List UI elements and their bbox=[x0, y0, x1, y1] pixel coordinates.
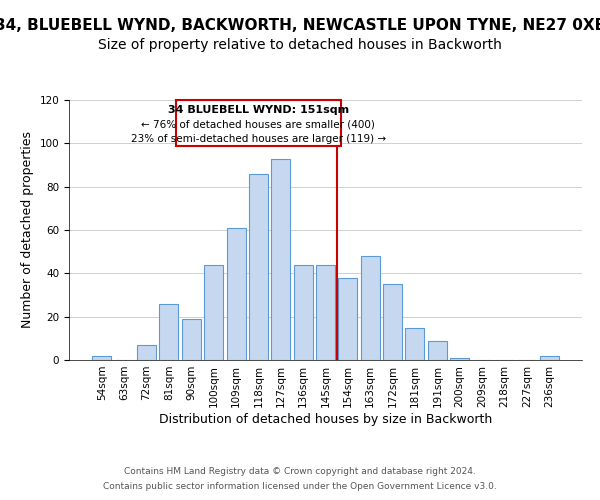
Bar bbox=[383, 284, 402, 360]
Text: ← 76% of detached houses are smaller (400): ← 76% of detached houses are smaller (40… bbox=[142, 120, 376, 130]
FancyBboxPatch shape bbox=[176, 100, 341, 146]
Bar bbox=[539, 356, 559, 360]
Bar bbox=[227, 228, 245, 360]
Bar bbox=[137, 345, 156, 360]
Bar bbox=[316, 264, 335, 360]
Bar bbox=[293, 264, 313, 360]
Bar bbox=[160, 304, 178, 360]
Bar bbox=[182, 319, 201, 360]
Bar bbox=[361, 256, 380, 360]
Bar bbox=[406, 328, 424, 360]
Text: 23% of semi-detached houses are larger (119) →: 23% of semi-detached houses are larger (… bbox=[131, 134, 386, 143]
Text: 34, BLUEBELL WYND, BACKWORTH, NEWCASTLE UPON TYNE, NE27 0XE: 34, BLUEBELL WYND, BACKWORTH, NEWCASTLE … bbox=[0, 18, 600, 32]
Bar bbox=[204, 264, 223, 360]
Bar bbox=[450, 358, 469, 360]
Y-axis label: Number of detached properties: Number of detached properties bbox=[21, 132, 34, 328]
Bar bbox=[271, 158, 290, 360]
Bar bbox=[338, 278, 358, 360]
Bar bbox=[428, 340, 447, 360]
Text: Size of property relative to detached houses in Backworth: Size of property relative to detached ho… bbox=[98, 38, 502, 52]
Text: Contains public sector information licensed under the Open Government Licence v3: Contains public sector information licen… bbox=[103, 482, 497, 491]
Text: 34 BLUEBELL WYND: 151sqm: 34 BLUEBELL WYND: 151sqm bbox=[168, 106, 349, 116]
Bar bbox=[92, 356, 112, 360]
X-axis label: Distribution of detached houses by size in Backworth: Distribution of detached houses by size … bbox=[159, 412, 492, 426]
Bar bbox=[249, 174, 268, 360]
Text: Contains HM Land Registry data © Crown copyright and database right 2024.: Contains HM Land Registry data © Crown c… bbox=[124, 467, 476, 476]
